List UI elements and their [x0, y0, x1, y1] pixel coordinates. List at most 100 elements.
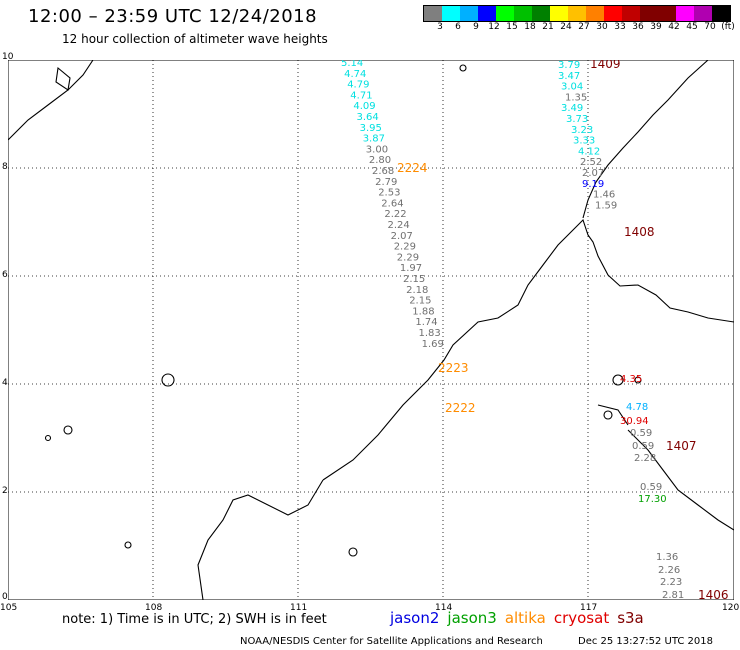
legend-label: 33: [614, 22, 626, 32]
track-b-value: 3.49: [561, 103, 583, 114]
lat-tick-label: 8: [2, 162, 8, 172]
track-c-value: 30.94: [620, 416, 649, 427]
track-a-value: 2.07: [391, 231, 413, 242]
track-a-value: 2.22: [384, 209, 406, 220]
legend-swatch: [622, 6, 640, 21]
island-tawau: [603, 410, 613, 420]
legend-swatch: [460, 6, 478, 21]
track-a-value: 1.83: [419, 328, 441, 339]
island-sulu: [612, 374, 624, 386]
track-b-value: 1.35: [565, 92, 587, 103]
track-a-value: 4.71: [350, 90, 372, 101]
track-b-value: 3.79: [558, 60, 580, 71]
track-b-value: 3.73: [566, 114, 588, 125]
track-id-label: 2223: [438, 361, 469, 375]
legend-label: 12: [488, 22, 500, 32]
legend-label: 21: [542, 22, 554, 32]
legend-swatch: [694, 6, 712, 21]
legend-label: 15: [506, 22, 518, 32]
credit-text: NOAA/NESDIS Center for Satellite Applica…: [240, 636, 543, 647]
coast-mangkalihat: [597, 404, 629, 426]
legend-label: 70: [704, 22, 716, 32]
legend-label: 6: [455, 22, 461, 32]
satellite-label: jason3: [447, 609, 497, 627]
legend-label: 24: [560, 22, 572, 32]
legend-label: 45: [686, 22, 698, 32]
track-c-value: 0.59: [640, 482, 662, 493]
track-b-value: 1.46: [593, 190, 615, 201]
track-a-value: 2.68: [372, 166, 394, 177]
satellite-label: altika: [504, 609, 546, 627]
track-b-value: 2.07: [582, 168, 604, 179]
satellite-label: s3a: [617, 609, 644, 627]
page-subtitle: 12 hour collection of altimeter wave hei…: [62, 32, 328, 46]
legend-label: 36: [632, 22, 644, 32]
legend-swatch: [478, 6, 496, 21]
track-a-value: 3.00: [366, 144, 388, 155]
track-c-value: 2.28: [634, 453, 656, 464]
track-b-value: 9.19: [582, 179, 604, 190]
track-id-label: 1408: [624, 225, 655, 239]
legend-swatch: [712, 6, 730, 21]
legend-swatch: [442, 6, 460, 21]
legend-swatch: [550, 6, 568, 21]
altimeter-tracks: 5.144.744.794.714.093.643.953.873.002.80…: [341, 60, 729, 600]
legend-swatch: [586, 6, 604, 21]
lon-tick-label: 117: [580, 603, 598, 613]
lat-tick-label: 4: [2, 378, 8, 388]
track-b-value: 1.59: [595, 200, 617, 211]
legend-label: 18: [524, 22, 536, 32]
track-b-value: 4.12: [578, 146, 600, 157]
track-a-value: 2.79: [375, 177, 397, 188]
track-a-value: 2.53: [378, 188, 400, 199]
footer-note: note: 1) Time is in UTC; 2) SWH is in fe…: [62, 612, 327, 627]
track-a-value: 2.29: [397, 252, 419, 263]
lat-tick-label: 2: [2, 486, 8, 496]
lon-tick-label: 111: [290, 603, 308, 613]
track-a-value: 2.24: [388, 220, 410, 231]
lon-tick-label: 114: [435, 603, 453, 613]
coast-west-borneo: [197, 479, 324, 600]
track-a-value: 1.74: [415, 317, 437, 328]
track-c-value: 1.36: [656, 552, 678, 563]
track-id-label: 1407: [666, 439, 697, 453]
legend-label: 39: [650, 22, 662, 32]
track-c-value: 4.35: [620, 374, 642, 385]
track-a-value: 1.97: [400, 263, 422, 274]
legend-swatch: [604, 6, 622, 21]
lat-tick-label: 0: [2, 592, 8, 602]
legend-swatch: [568, 6, 586, 21]
page-title: 12:00 – 23:59 UTC 12/24/2018: [28, 6, 318, 27]
legend-label: (ft): [721, 22, 735, 32]
track-a-value: 5.14: [341, 60, 363, 69]
coast-north-borneo: [322, 218, 734, 481]
wave-height-map: 5.144.744.794.714.093.643.953.873.002.80…: [8, 60, 734, 600]
track-a-value: 3.64: [357, 112, 379, 123]
track-c-value: 0.59: [630, 428, 652, 439]
coast-island-phu-quoc: [55, 66, 71, 91]
track-b-value: 2.52: [580, 157, 602, 168]
coast-vietnam: [8, 60, 94, 141]
track-b-value: 3.33: [573, 136, 595, 147]
track-a-value: 3.87: [363, 134, 385, 145]
track-a-value: 2.15: [403, 274, 425, 285]
lon-tick-label: 108: [145, 603, 163, 613]
satellite-legend: jason2 jason3 altika cryosat s3a: [390, 609, 652, 627]
lat-tick-label: 6: [2, 270, 8, 280]
track-a-value: 2.64: [381, 198, 403, 209]
track-id-label: 2222: [445, 401, 476, 415]
track-b-value: 3.47: [558, 71, 580, 82]
track-a-value: 4.09: [353, 101, 375, 112]
legend-swatch: [532, 6, 550, 21]
island-anambas: [63, 425, 73, 435]
track-c-value: 4.78: [626, 402, 648, 413]
track-a-value: 4.79: [347, 80, 369, 91]
legend-label: 30: [596, 22, 608, 32]
lon-tick-label: 120: [722, 603, 740, 613]
track-a-value: 2.18: [406, 285, 428, 296]
track-c-value: 2.81: [662, 590, 684, 600]
legend-swatch: [640, 6, 658, 21]
coastline: [8, 60, 734, 600]
legend-label: 27: [578, 22, 590, 32]
coast-palawan: [582, 60, 709, 219]
